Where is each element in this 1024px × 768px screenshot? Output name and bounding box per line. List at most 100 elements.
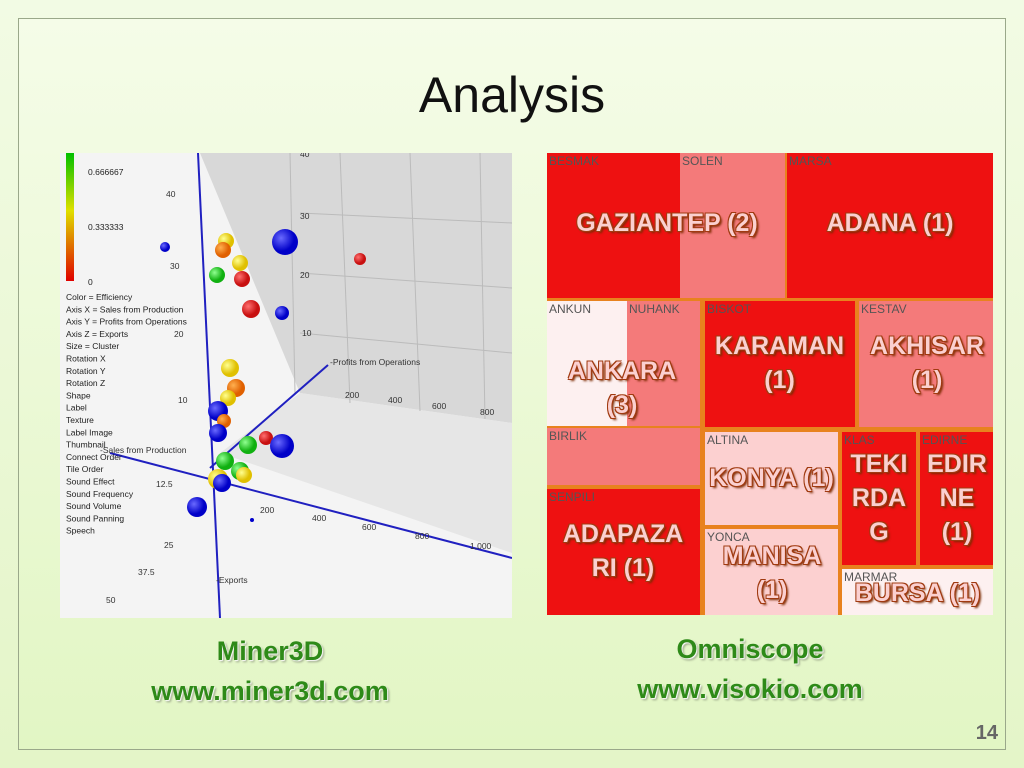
- legend-item: Tile Order: [66, 464, 104, 474]
- tick-label: 37.5: [138, 567, 155, 577]
- cell-code: SOLEN: [682, 154, 723, 168]
- caption: Omniscope: [676, 634, 824, 664]
- tick-label: 40: [300, 153, 310, 159]
- tree-cell: ALTINA: [705, 432, 838, 525]
- tree-label: ADAPAZARI (1): [562, 520, 684, 582]
- grid: [289, 153, 512, 420]
- tree-cell: MARSA: [787, 153, 993, 298]
- tree-cell: NUHANK: [627, 301, 700, 426]
- cell-code: YONCA: [707, 530, 750, 544]
- legend-item: Label: [66, 403, 87, 413]
- cell-code: MARSA: [789, 154, 832, 168]
- tick-label: 10: [302, 328, 312, 338]
- tree-cell: BESMAK: [547, 153, 680, 298]
- tree-cell: SENPILI: [547, 489, 700, 615]
- tick-label: 200: [260, 505, 274, 515]
- legend-item: Rotation Z: [66, 378, 105, 388]
- axis-label: -Exports: [216, 575, 248, 585]
- tick-label: 20: [300, 270, 310, 280]
- legend-item: Thumbnail: [66, 440, 106, 450]
- tree-label: ANKARA (3): [567, 357, 677, 419]
- tree-cell: BISKOT: [705, 301, 855, 427]
- legend-item: Sound Volume: [66, 501, 122, 511]
- cell-code: ANKUN: [549, 302, 592, 316]
- floor: [220, 393, 512, 553]
- legend-item: Sound Effect: [66, 477, 115, 487]
- legend-item: Axis Y = Profits from Operations: [66, 317, 187, 327]
- cell-code: EDIRNE: [922, 433, 968, 447]
- legend-item: Axis Z = Exports: [66, 329, 128, 339]
- tick-label: 400: [388, 395, 402, 405]
- tree-label: MANISA (1): [722, 542, 822, 604]
- axes: [109, 153, 512, 618]
- colorbar-label: 0.666667: [88, 167, 124, 177]
- cell-code: NUHANK: [629, 302, 680, 316]
- tick-label: 25: [164, 540, 174, 550]
- legend-item: Sound Panning: [66, 513, 124, 523]
- legend-item: Sound Frequency: [66, 489, 134, 499]
- tree-cell: ANKUN: [547, 301, 627, 426]
- tree-label: ADANA (1): [826, 209, 954, 237]
- page-number: 14: [975, 722, 998, 744]
- tick-label: 400: [312, 513, 326, 523]
- tick-label: 40: [166, 189, 176, 199]
- cell-code: MARMAR: [844, 570, 898, 584]
- color-bar: [66, 153, 74, 281]
- legend-item: Label Image: [66, 427, 113, 437]
- miner3d-screenshot: 0.666667 0.333333 0 Color = Efficiency Ax…: [60, 153, 512, 618]
- tree-cell: KLAS: [842, 432, 916, 565]
- tree-cell: EDIRNE: [920, 432, 993, 565]
- tick-label: 10: [178, 395, 188, 405]
- tick-label: 1,000: [470, 541, 492, 551]
- cell-code: BESMAK: [549, 154, 600, 168]
- tree-label: EDIRNE (1): [927, 449, 987, 546]
- legend-item: Speech: [66, 526, 95, 536]
- back-wall: [200, 153, 512, 423]
- tick-label: 600: [432, 401, 446, 411]
- caption: www.miner3d.com: [151, 676, 389, 706]
- tree-cell: YONCA: [705, 529, 838, 615]
- tick-label: 200: [345, 390, 359, 400]
- tick-label: 50: [106, 595, 116, 605]
- legend-item: Size = Cluster: [66, 341, 119, 351]
- axis-label: -Sales from Production: [100, 445, 187, 455]
- tree-label: KONYA (1): [709, 464, 834, 492]
- cell-code: ALTINA: [707, 433, 749, 447]
- cell-code: BIRLIK: [549, 429, 588, 443]
- legend-item: Connect Order: [66, 452, 122, 462]
- tree-cell: MARMAR: [842, 569, 993, 615]
- tick-label: 30: [170, 261, 180, 271]
- legend-item: Axis X = Sales from Production: [66, 304, 184, 314]
- cell-code: SENPILI: [549, 490, 596, 504]
- legend-item: Shape: [66, 390, 91, 400]
- legend-item: Texture: [66, 415, 94, 425]
- caption: Miner3D: [216, 636, 324, 666]
- tree-label: BURSA (1): [854, 579, 981, 607]
- tree-cell: KESTAV: [859, 301, 993, 427]
- tree-label: GAZIANTEP (2): [576, 209, 758, 237]
- slide-title: Analysis: [418, 67, 606, 123]
- colorbar-label: 0.333333: [88, 222, 124, 232]
- tree-cell: SOLEN: [680, 153, 785, 298]
- tree-label: AKHISAR (1): [870, 332, 984, 394]
- cell-code: KESTAV: [861, 302, 907, 316]
- tick-label: 30: [300, 211, 310, 221]
- legend-item: Rotation X: [66, 354, 106, 364]
- tick-label: 12.5: [156, 479, 173, 489]
- tree-label: TEKIRDAG: [850, 449, 908, 546]
- tree-cell: BIRLIK: [547, 428, 700, 485]
- omniscope-treemap: BESMAK SOLEN GAZIANTEP (2) MARSA ADANA (…: [547, 153, 993, 615]
- legend: Color = Efficiency Axis X = Sales from Pr…: [66, 292, 187, 536]
- tick-label: 600: [362, 522, 376, 532]
- colorbar-label: 0: [88, 277, 93, 287]
- tree-label: KARAMAN (1): [714, 332, 845, 394]
- cell-code: KLAS: [844, 433, 875, 447]
- tick-label: 20: [174, 329, 184, 339]
- caption: www.visokio.com: [637, 674, 863, 704]
- tick-label: 800: [480, 407, 494, 417]
- spheres: [160, 229, 366, 522]
- cell-code: BISKOT: [707, 302, 752, 316]
- axis-label: -Profits from Operations: [330, 357, 420, 367]
- tick-label: 800: [415, 531, 429, 541]
